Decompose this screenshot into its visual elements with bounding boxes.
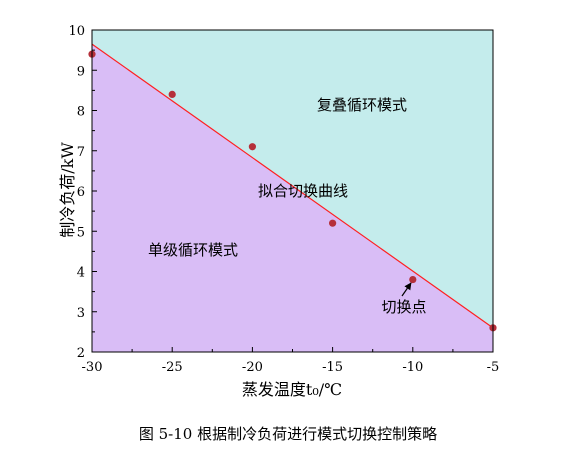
x-axis: -30 -25 -20 -15 -10 -5 [82, 347, 500, 375]
region-label-cascade: 复叠循环模式 [317, 96, 407, 114]
y-tick-label: 3 [77, 306, 85, 321]
y-tick-label: 10 [68, 24, 85, 39]
switch-point-arrow [401, 282, 412, 297]
y-axis: 2 3 4 5 6 7 8 9 10 [68, 24, 97, 361]
y-tick-label: 5 [77, 225, 85, 240]
switch-point-label: 切换点 [381, 298, 426, 316]
x-tick-label: -25 [162, 360, 183, 375]
chart: -30 -25 -20 -15 -10 -5 2 3 4 5 6 7 8 9 10 复叠循环模式 单级循环… [58, 24, 500, 399]
x-axis-title: 蒸发温度t₀/℃ [242, 380, 342, 399]
data-point [248, 143, 256, 151]
y-axis-title: 制冷负荷/kW [58, 142, 77, 238]
data-point [409, 275, 417, 284]
x-tick-label: -15 [322, 360, 343, 375]
x-tick-label: -30 [82, 360, 103, 375]
x-tick-label: -20 [242, 360, 263, 375]
data-point [168, 90, 176, 98]
fit-switch-curve [91, 43, 494, 329]
y-tick-label: 6 [77, 185, 85, 200]
y-tick-label: 8 [77, 105, 85, 120]
region-label-single: 单级循环模式 [148, 241, 238, 259]
y-tick-label: 2 [77, 346, 85, 361]
x-tick-label: -5 [487, 360, 500, 375]
x-tick-label: -10 [402, 360, 423, 375]
y-tick-label: 7 [77, 145, 85, 160]
figure-caption: 图 5-10 根据制冷负荷进行模式切换控制策略 [138, 425, 438, 443]
region-cascade-mode [92, 30, 493, 328]
data-point [329, 219, 337, 227]
region-single-stage-mode [92, 44, 493, 353]
y-tick-label: 9 [77, 64, 85, 79]
fit-curve-label: 拟合切换曲线 [258, 182, 348, 200]
data-points [88, 50, 497, 332]
y-tick-label: 4 [77, 266, 85, 281]
